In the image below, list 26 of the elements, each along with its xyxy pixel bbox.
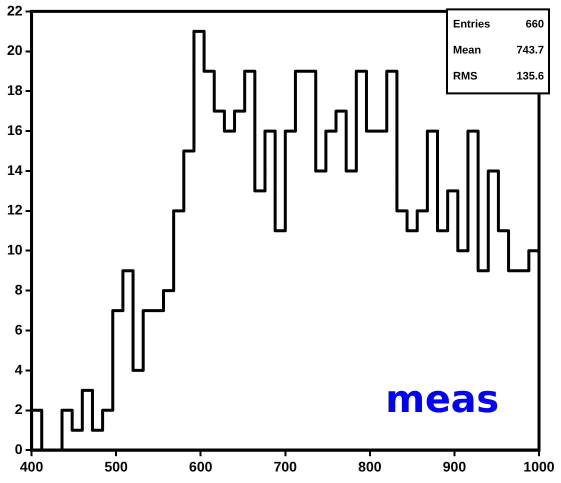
y-tick-label: 8 bbox=[14, 281, 23, 298]
annotation: 135.6 bbox=[516, 70, 544, 82]
x-tick-label: 800 bbox=[358, 458, 382, 474]
y-tick-label: 20 bbox=[6, 42, 23, 58]
y-tick-label: 12 bbox=[6, 202, 23, 218]
x-tick-label: 500 bbox=[104, 458, 128, 474]
y-tick-label: 6 bbox=[14, 321, 23, 338]
y-tick-label: 14 bbox=[6, 162, 23, 178]
annotation: Entries bbox=[453, 18, 490, 30]
y-tick-label: 2 bbox=[14, 401, 23, 418]
annotation: meas bbox=[385, 377, 499, 422]
y-tick-label: 18 bbox=[6, 82, 23, 98]
annotation: RMS bbox=[453, 70, 478, 82]
annotation: Mean bbox=[453, 44, 482, 56]
annotation: 660 bbox=[526, 18, 544, 30]
y-tick-label: 16 bbox=[6, 122, 23, 138]
y-tick-label: 10 bbox=[6, 242, 23, 258]
x-tick-label: 1000 bbox=[523, 458, 555, 474]
x-tick-label: 700 bbox=[274, 458, 298, 474]
x-tick-label: 900 bbox=[442, 458, 466, 474]
y-tick-label: 4 bbox=[14, 361, 23, 378]
x-tick-label: 400 bbox=[20, 458, 44, 474]
y-tick-label: 22 bbox=[6, 2, 23, 18]
y-tick-label: 0 bbox=[14, 441, 23, 458]
annotation: 743.7 bbox=[516, 44, 544, 56]
x-tick-label: 600 bbox=[189, 458, 213, 474]
